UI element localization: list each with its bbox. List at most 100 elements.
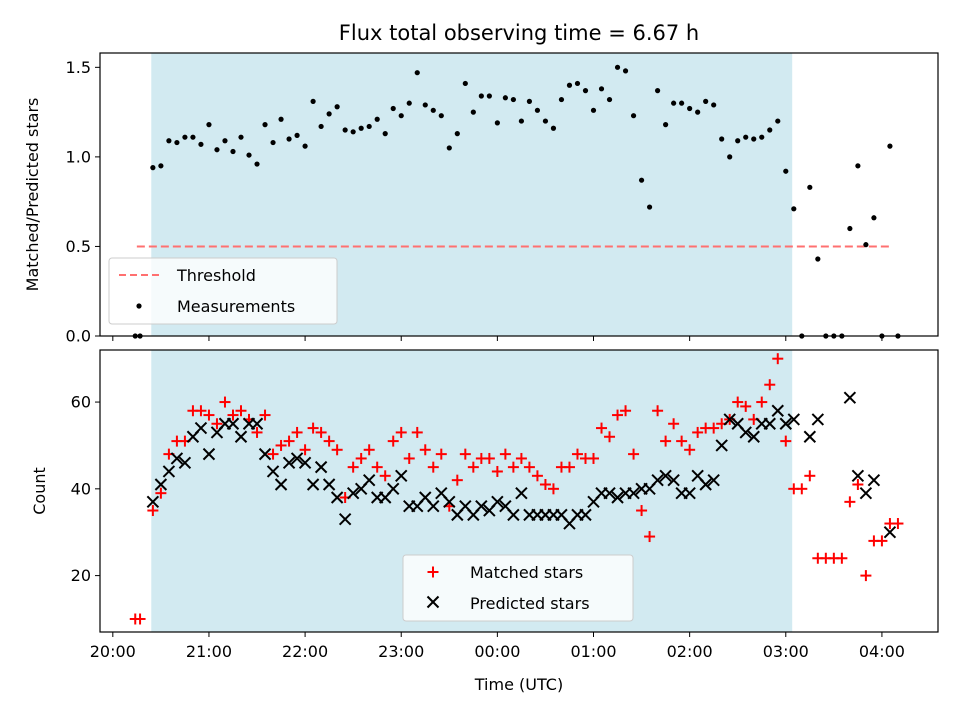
time-xtick-label: 20:00 [90,642,136,661]
predicted-star-point [290,452,304,465]
measurement-point [278,116,284,122]
time-xtick-label: 03:00 [763,642,809,661]
time-xtick-label: 23:00 [378,642,424,661]
measurement-point [198,141,204,147]
matched-star-point [571,448,583,460]
predicted-star-point-b [611,491,624,504]
measurement-point [679,100,685,106]
matched-star-point [371,461,383,473]
matched-star-point [780,435,792,447]
measurement-point [494,120,500,126]
predicted-star-point [627,486,640,500]
measurement-point [190,134,196,140]
matched-star-point [459,448,471,460]
measurement-point [703,98,709,104]
matched-star-point [363,444,375,456]
predicted-star-point [330,491,344,504]
measurement-point [158,163,164,169]
measurement-point [590,107,597,113]
predicted-star-point-b [459,499,472,513]
predicted-star-point [683,486,696,500]
predicted-star-point-b [170,452,184,465]
matched-star-point [604,431,616,443]
predicted-star-point [162,465,176,478]
count-panel: 20 40 60 20:00 21:00 22:00 23:00 00:00 01:00 02:… [30,349,939,694]
measurement-point [759,134,765,140]
predicted-star-point-b [314,460,328,474]
matched-star-point [299,444,311,456]
matched-star-point [684,444,696,456]
predicted-star-point [763,417,776,430]
measurement-point [350,129,356,135]
matched-star-point [844,496,856,508]
measurement-point [422,102,428,108]
time-xtick-label: 04:00 [859,642,905,661]
predicted-star-point-b [266,465,280,478]
predicted-star-point [202,447,216,461]
predicted-star-point [651,473,664,487]
matched-star-point [355,452,367,464]
predicted-star-point-b [515,486,528,500]
measurement-point [614,64,621,70]
predicted-star-point-b [419,491,432,504]
measurement-point [847,225,853,232]
predicted-star-point-b [146,495,160,509]
predicted-star-point-b [250,417,264,430]
predicted-star-point-b [306,478,320,491]
predicted-star-point [427,499,440,513]
predicted-star-point-b [475,499,488,513]
ratio-legend: Threshold Measurements [108,257,338,325]
measurement-point [294,132,300,138]
measurement-point [310,98,316,104]
measurement-point [711,102,717,108]
matched-star-point [195,405,207,417]
matched-star-point [892,518,904,530]
predicted-star-point-b [811,413,825,426]
matched-star-point [652,405,664,417]
predicted-star-point [154,478,168,491]
measurement-point [622,68,629,74]
measurement-point [438,113,444,119]
predicted-star-point-b [282,456,296,470]
matched-star-point [499,448,511,460]
legend-plus [427,566,439,578]
matched-star-point [523,461,535,473]
predicted-star-point-b [731,417,744,430]
matched-star-point [419,444,431,456]
matched-star-point [283,435,295,447]
measurement-point [646,204,653,210]
time-xtick-label: 02:00 [667,642,713,661]
matched-star-point [387,435,399,447]
measurement-point [502,95,508,101]
matched-star-point [507,461,519,473]
measurement-point [671,100,677,106]
matched-star-point [860,570,872,582]
predicted-star-point-b [691,469,704,483]
matched-star-point [147,505,159,517]
matched-star-point [612,409,624,421]
legend-matched-label: Matched stars [470,563,583,582]
predicted-star-point [739,426,752,439]
matched-star-point [347,461,359,473]
measurement-point [855,163,861,169]
measurement-point [398,113,404,119]
matched-star-point [668,418,680,430]
measurement-point [414,70,420,76]
count-plot-frame [99,349,939,633]
predicted-star-point [659,469,672,483]
legend-measurements-swatch [136,303,142,309]
predicted-star-point-b [387,482,400,496]
measurement-point [470,109,476,115]
predicted-star-point-b [683,486,696,500]
measurement-point [390,105,396,112]
measurement-point [775,118,781,124]
matched-star-point [740,400,752,412]
measurement-points [132,64,901,339]
matched-star-point [852,478,864,490]
measurement-point [406,100,412,106]
measurement-point [727,154,733,160]
count-ytick-label: 40 [71,479,91,498]
predicted-star-point-b [779,417,792,430]
measurement-point [751,136,757,142]
measurement-point [462,80,468,87]
